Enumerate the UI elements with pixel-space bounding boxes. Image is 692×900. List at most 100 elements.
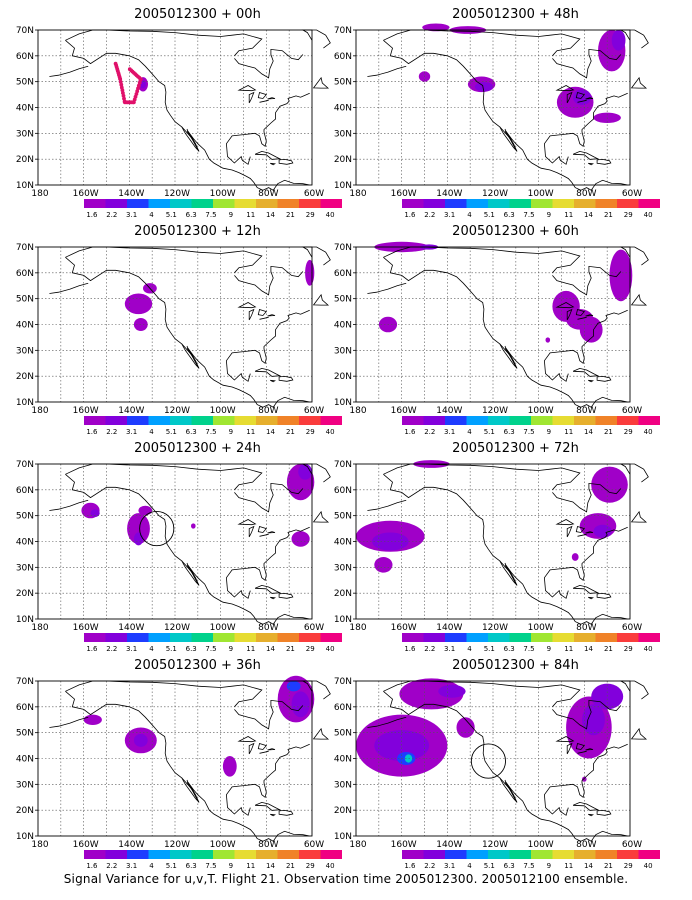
lon-label: 120W: [482, 623, 508, 633]
coastline: [65, 246, 263, 274]
colorbar-swatch: [402, 633, 424, 642]
lon-label: 180: [31, 189, 48, 199]
colorbar-label: 6.3: [504, 862, 515, 870]
lat-label: 70N: [16, 460, 34, 470]
coastline: [367, 65, 407, 77]
coastline: [49, 716, 89, 728]
colorbar-label: 40: [644, 862, 653, 870]
lat-label: 40N: [16, 321, 34, 331]
lat-label: 70N: [334, 243, 352, 253]
coastline: [543, 743, 628, 816]
colorbar-label: 3.1: [126, 862, 137, 870]
colorbar-label: 3.1: [444, 862, 455, 870]
island-outline: [278, 158, 294, 165]
colorbar-swatch: [105, 416, 128, 425]
lat-label: 20N: [16, 806, 34, 816]
variance-contours: [418, 23, 626, 124]
island-outline: [630, 727, 648, 740]
island-outline: [585, 97, 594, 100]
colorbar-swatch: [445, 633, 467, 642]
coastline: [619, 463, 649, 483]
island-outline: [575, 91, 586, 99]
island-outline: [572, 801, 600, 811]
contour-blob: [124, 293, 153, 315]
colorbar-swatch: [84, 633, 106, 642]
coastline: [65, 463, 263, 491]
colorbar-swatch: [191, 416, 214, 425]
colorbar-swatch: [509, 199, 532, 208]
verification-circle: [470, 743, 506, 779]
lat-label: 40N: [334, 104, 352, 114]
lon-label: 80W: [576, 406, 596, 416]
panel-72h: 2005012300 + 72h 70N 60N 50N 40N 30N 20N 10N 18…: [334, 440, 683, 655]
lon-label: 120W: [164, 840, 190, 850]
colorbar-label: 3.1: [126, 211, 137, 219]
colorbar-swatch: [320, 416, 342, 425]
colorbar-label: 1.6: [86, 211, 98, 219]
colorbar-swatch: [531, 199, 553, 208]
lat-label: 10N: [334, 615, 352, 625]
colorbar-label: 7.5: [523, 211, 534, 219]
coastline: [225, 526, 310, 599]
colorbar-label: 2.2: [424, 211, 435, 219]
track-dot: [119, 82, 124, 87]
colorbar-swatch: [213, 199, 235, 208]
lon-label: 160W: [391, 840, 417, 850]
coastline: [49, 499, 89, 511]
lon-label: 60W: [622, 189, 642, 199]
contour-blob: [90, 509, 100, 517]
colorbar-label: 7.5: [205, 862, 216, 870]
colorbar-label: 6.3: [186, 211, 197, 219]
colorbar-swatch: [191, 633, 214, 642]
lon-label: 120W: [482, 406, 508, 416]
coastline: [383, 39, 628, 191]
coastlines: [367, 246, 649, 408]
coastline: [367, 499, 407, 511]
contour-blob: [474, 82, 493, 92]
colorbar-label: 4: [467, 211, 472, 219]
island-outline: [267, 97, 276, 100]
lat-label: 10N: [334, 398, 352, 408]
graticule: [356, 30, 630, 185]
colorbar-label: 21: [604, 428, 613, 436]
colorbar-swatch: [595, 633, 618, 642]
colorbar: 1.6 2.2 3.1 4 5.1 6.3 7.5 9 11 14 21 29 40: [84, 416, 342, 436]
colorbar-label: 2.2: [106, 862, 117, 870]
lat-label: 10N: [16, 398, 34, 408]
colorbar-swatch: [127, 199, 149, 208]
colorbar-label: 5.1: [166, 645, 177, 653]
graticule: [356, 464, 630, 619]
colorbar-label: 4: [149, 862, 154, 870]
lon-label: 140W: [436, 840, 462, 850]
graticule: [38, 681, 312, 836]
colorbar-swatch: [466, 633, 489, 642]
lon-label: 80W: [258, 406, 278, 416]
colorbar-label: 11: [564, 645, 573, 653]
island-outline: [577, 99, 587, 103]
coastline: [49, 65, 89, 77]
colorbar-swatch: [552, 850, 575, 859]
colorbar-label: 9: [547, 211, 551, 219]
flight-track: [113, 61, 143, 105]
lat-label: 50N: [334, 78, 352, 88]
panel-84h: 2005012300 + 84h 70N 60N 50N 40N 30N 20N 10N 18…: [334, 657, 683, 872]
island-outline: [254, 367, 282, 377]
colorbar-label: 14: [266, 645, 275, 653]
contour-blob: [591, 466, 628, 503]
contour-blob: [83, 714, 102, 725]
coastline: [65, 29, 263, 57]
lat-label: 40N: [16, 755, 34, 765]
colorbar-label: 3.1: [126, 645, 137, 653]
colorbar-swatch: [595, 416, 618, 425]
island-outline: [312, 293, 330, 306]
colorbar-swatch: [213, 850, 235, 859]
lat-label: 60N: [16, 269, 34, 279]
colorbar-label: 4: [149, 211, 154, 219]
panel-title: 2005012300 + 00h: [134, 7, 261, 22]
lon-label: 180: [349, 623, 366, 633]
colorbar-label: 2.2: [424, 645, 435, 653]
island-outline: [555, 519, 575, 526]
island-outline: [254, 801, 282, 811]
island-outline: [630, 76, 648, 89]
